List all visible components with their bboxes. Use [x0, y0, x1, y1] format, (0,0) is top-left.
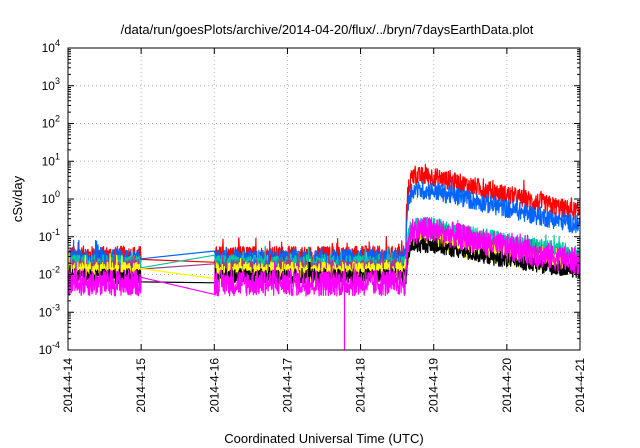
series-line: [67, 229, 581, 285]
x-tick-label: 2014-4-14: [61, 358, 75, 413]
x-axis: 2014-4-14 2014-4-15 2014-4-16 2014-4-17 2014…: [61, 48, 587, 413]
x-tick-label: 2014-4-21: [573, 358, 587, 413]
y-tick-label: 104: [42, 38, 60, 55]
chart-title: /data/run/goesPlots/archive/2014-04-20/f…: [121, 22, 534, 37]
x-tick-label: 2014-4-15: [134, 358, 148, 413]
y-axis-title: cSv/day: [10, 175, 25, 222]
x-tick-label: 2014-4-19: [427, 358, 441, 413]
x-tick-label: 2014-4-16: [207, 358, 221, 413]
y-tick-label: 101: [42, 151, 60, 168]
series-line: [67, 216, 581, 351]
y-tick-label: 10-1: [39, 227, 60, 244]
y-tick-label: 102: [42, 114, 60, 131]
y-tick-label: 100: [42, 189, 60, 206]
series-line: [67, 176, 581, 269]
x-tick-label: 2014-4-20: [500, 358, 514, 413]
y-tick-label: 10-3: [39, 302, 60, 319]
y-axis: 104 103 102 101 100 10-1 10-2 10-3 10-4: [39, 38, 580, 357]
y-tick-label: 10-4: [39, 340, 60, 357]
x-axis-title: Coordinated Universal Time (UTC): [224, 431, 423, 446]
y-tick-label: 103: [42, 76, 60, 93]
y-tick-label: 10-2: [39, 265, 60, 282]
x-tick-label: 2014-4-17: [280, 358, 294, 413]
series-group: [67, 163, 581, 351]
x-tick-label: 2014-4-18: [354, 358, 368, 413]
